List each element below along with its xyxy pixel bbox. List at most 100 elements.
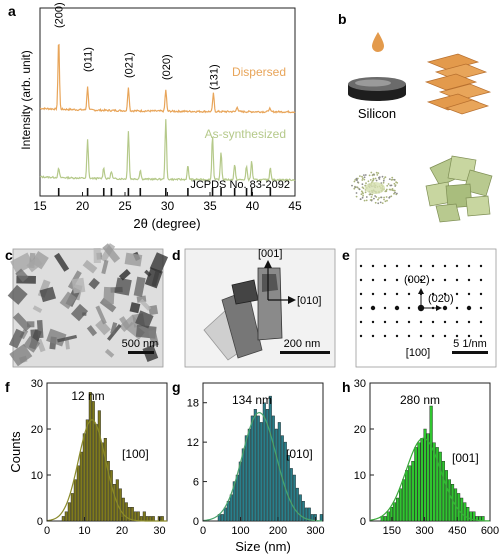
hist-g-bar: [295, 487, 299, 522]
nanosheet-flake: [32, 305, 43, 313]
nanosheet-flake: [114, 277, 132, 296]
particle-dot: [393, 192, 395, 195]
diffraction-spot: [371, 320, 375, 324]
nanosheet-flake: [124, 252, 143, 267]
hist-g-bar: [286, 455, 290, 522]
diffraction-spot: [443, 278, 447, 282]
nanosheet-flake: [86, 325, 98, 337]
hist-f-bar: [97, 410, 101, 522]
diffraction-spot: [383, 334, 387, 338]
scale-bar-d-label: 200 nm: [284, 338, 321, 350]
particle-dot: [363, 176, 366, 179]
arrowhead-up-icon: [264, 260, 272, 268]
nanosheet-flake: [133, 276, 146, 297]
hist-g-bar: [229, 494, 233, 522]
hist-h-bar: [463, 502, 467, 522]
particle-dot: [383, 178, 385, 180]
nanosheet-flake: [70, 303, 89, 322]
nanosheet-flake: [139, 298, 152, 311]
nanosheet-flake: [57, 334, 78, 343]
hist-h-x-tick-label: 450: [448, 525, 466, 537]
nanosheet-flake: [12, 312, 32, 332]
particle-dot: [354, 186, 357, 189]
particle-dot: [361, 191, 364, 194]
hist-h-bar: [475, 516, 479, 522]
particle-dot: [378, 176, 380, 179]
hist-f-bar: [76, 465, 80, 522]
silicon-label: Silicon: [358, 106, 396, 121]
hist-f-bar: [64, 511, 68, 522]
hist-f-bar: [94, 424, 98, 522]
diffraction-spot: [407, 278, 411, 282]
spot-label-020: (020): [428, 293, 454, 305]
nanosheet-flake: [10, 252, 34, 275]
xrd-x-tick-label: 35: [203, 199, 217, 213]
panel-a-letter: a: [8, 3, 16, 19]
particle-dot: [384, 190, 387, 193]
particle-dot: [368, 193, 371, 196]
nanosheet-flake: [59, 291, 77, 310]
hist-g-bar: [301, 501, 305, 522]
hist-f-x-tick-label: 0: [44, 525, 50, 537]
particle-dot: [380, 196, 383, 199]
particle-dot: [353, 180, 356, 183]
diffraction-spot: [479, 264, 483, 268]
hist-f-bar: [118, 488, 122, 522]
particle-dot: [377, 198, 379, 201]
hist-g-bar: [298, 494, 302, 522]
particle-dot: [355, 192, 358, 194]
hist-f-bar: [67, 502, 71, 522]
particle-dot: [357, 181, 359, 184]
diffraction-spot: [455, 306, 459, 310]
hist-h-x-tick-label: 600: [481, 525, 499, 537]
aggregated-crystals-icon: [425, 155, 493, 223]
hist-h-bar: [429, 405, 433, 522]
particle-dot: [356, 177, 359, 180]
hist-h-y-tick-label: 20: [354, 424, 366, 436]
hist-h-bar: [469, 511, 473, 522]
particle-dot: [370, 171, 373, 174]
hist-h-bar: [417, 442, 421, 522]
diffraction-spot: [359, 320, 363, 324]
diffraction-spot: [455, 278, 459, 282]
particle-dot: [361, 183, 364, 186]
particle-dot: [369, 199, 372, 201]
jcpds-reference-label: JCPDS No. 83-2092: [190, 179, 290, 191]
panel-e-letter: e: [342, 247, 350, 263]
diffraction-spot: [359, 278, 363, 282]
hist-g-bar: [247, 428, 251, 522]
hist-f-bar: [100, 442, 104, 522]
arrowhead-up-icon: [418, 288, 424, 294]
nanosheet-flake: [88, 277, 100, 290]
diffraction-spot: [419, 264, 423, 268]
particle-dot: [356, 186, 358, 189]
hist-f-bar: [124, 502, 128, 522]
diffraction-spot: [467, 292, 471, 296]
particle-dot: [372, 177, 375, 180]
hist-g-bars: [217, 395, 323, 522]
hist-h-bar: [402, 479, 406, 522]
hist-f-y-tick-label: 30: [31, 378, 43, 390]
diffraction-spot: [395, 264, 399, 268]
particle-dot: [394, 184, 397, 187]
scale-bar-c: [128, 351, 154, 354]
diffraction-spot: [431, 278, 435, 282]
hist-h-bar: [405, 470, 409, 522]
xrd-x-tick-label: 15: [33, 199, 47, 213]
particle-dot: [390, 184, 393, 187]
particle-dot: [381, 202, 384, 205]
diffraction-spot: [467, 278, 471, 282]
xrd-reference-lines: [57, 188, 272, 196]
nanosheet-flake: [9, 343, 33, 367]
droplet-icon: [372, 32, 384, 52]
nanosheet-flake: [119, 316, 131, 329]
diffraction-spot: [395, 292, 399, 296]
diffraction-spot: [359, 292, 363, 296]
particle-dot: [384, 200, 387, 203]
particle-dot: [365, 196, 368, 198]
arrowhead-right-icon: [288, 296, 296, 304]
hist-f-bar: [160, 516, 164, 522]
panel-h-letter: h: [342, 379, 351, 395]
particle-dot: [387, 183, 390, 185]
nanosheet-flake: [93, 248, 101, 264]
